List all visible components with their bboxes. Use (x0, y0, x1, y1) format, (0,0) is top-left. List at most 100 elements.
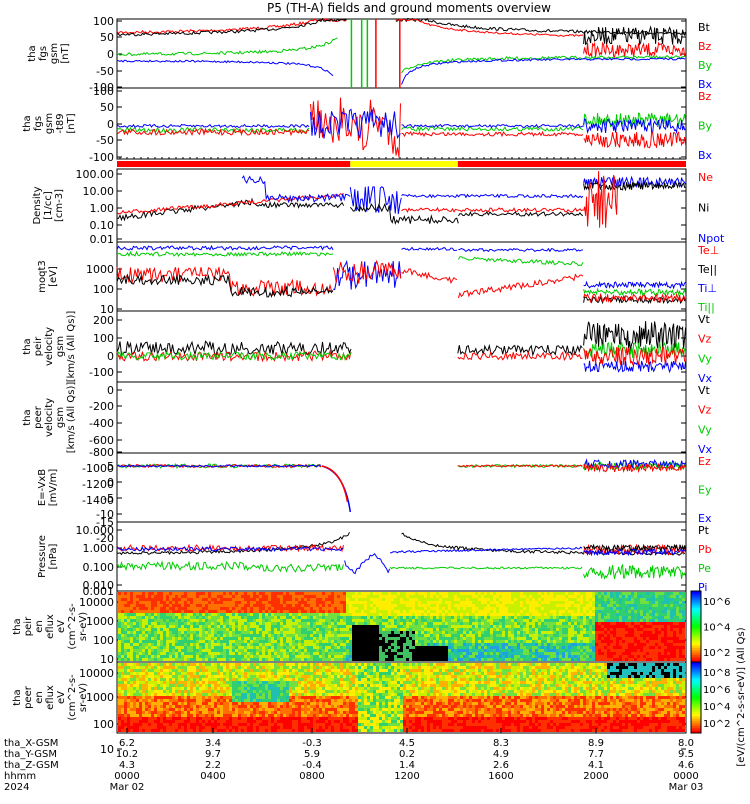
spectro-cell (376, 655, 379, 658)
spectro-cell (400, 607, 403, 610)
spectro-cell (667, 637, 670, 640)
spectro-cell (148, 613, 151, 616)
spectro-cell (631, 655, 634, 658)
spectro-cell (574, 616, 577, 619)
spectro-cell (652, 613, 655, 616)
spectro-cell (124, 681, 127, 684)
spectro-cell (241, 658, 244, 661)
spectro-cell (496, 598, 499, 601)
spectro-cell (313, 643, 316, 646)
spectro-cell (541, 619, 544, 622)
spectro-cell (331, 604, 334, 607)
spectro-cell (430, 604, 433, 607)
spectro-cell (172, 625, 175, 628)
spectro-cell (142, 595, 145, 598)
spectro-cell (571, 622, 574, 625)
spectro-cell (382, 652, 385, 655)
spectro-cell (121, 723, 124, 726)
spectro-cell (280, 652, 283, 655)
spectro-cell (439, 616, 442, 619)
spectro-cell (340, 622, 343, 625)
spectro-cell (553, 616, 556, 619)
spectro-cell (448, 598, 451, 601)
spectro-cell (589, 622, 592, 625)
spectro-cell (340, 613, 343, 616)
spectro-cell (535, 649, 538, 652)
spectro-cell (142, 592, 145, 595)
spectro-cell (142, 604, 145, 607)
spectro-cell (535, 592, 538, 595)
spectro-cell (148, 640, 151, 643)
spectro-cell (130, 672, 133, 675)
spectro-cell (613, 643, 616, 646)
spectro-cell (223, 607, 226, 610)
spectro-cell (364, 625, 367, 628)
spectro-cell (250, 628, 253, 631)
spectro-cell (538, 601, 541, 604)
spectro-cell (580, 595, 583, 598)
spectro-cell (526, 634, 529, 637)
spectro-cell (574, 607, 577, 610)
spectro-cell (391, 613, 394, 616)
spectro-cell (475, 598, 478, 601)
spectro-cell (289, 655, 292, 658)
spectro-cell (193, 658, 196, 661)
spectro-cell (517, 631, 520, 634)
spectro-cell (187, 628, 190, 631)
spectro-cell (502, 640, 505, 643)
spectro-cell (253, 655, 256, 658)
spectro-cell (244, 598, 247, 601)
spectro-cell (655, 649, 658, 652)
spectro-cell (259, 655, 262, 658)
spectro-cell (121, 708, 124, 711)
spectro-cell (535, 595, 538, 598)
spectro-cell (559, 625, 562, 628)
spectro-cell (679, 658, 682, 661)
spectro-cell (238, 637, 241, 640)
spectro-cell (511, 646, 514, 649)
spectro-cell (172, 634, 175, 637)
spectro-cell (595, 622, 598, 625)
spectro-cell (445, 625, 448, 628)
spectro-cell (610, 610, 613, 613)
spectro-cell (211, 649, 214, 652)
spectro-cell (343, 631, 346, 634)
spectro-cell (193, 628, 196, 631)
spectro-cell (487, 613, 490, 616)
spectro-cell (334, 613, 337, 616)
spectro-cell (601, 607, 604, 610)
spectro-cell (565, 604, 568, 607)
spectro-cell (247, 646, 250, 649)
spectro-cell (148, 622, 151, 625)
spectro-cell (223, 613, 226, 616)
spectro-cell (157, 628, 160, 631)
spectro-cell (124, 643, 127, 646)
spectro-cell (547, 625, 550, 628)
spectro-cell (640, 628, 643, 631)
spectro-cell (142, 663, 145, 666)
spectro-cell (499, 610, 502, 613)
spectro-cell (163, 643, 166, 646)
spectro-cell (472, 658, 475, 661)
spectro-cell (190, 637, 193, 640)
spectro-cell (334, 640, 337, 643)
spectro-cell (376, 646, 379, 649)
spectro-cell (190, 619, 193, 622)
mode-bar-fast (350, 161, 458, 167)
spectro-cell (616, 592, 619, 595)
spectro-cell (532, 646, 535, 649)
spectro-cell (256, 637, 259, 640)
spectro-cell (166, 625, 169, 628)
spectro-cell (637, 595, 640, 598)
spectro-cell (160, 649, 163, 652)
spectro-cell (550, 610, 553, 613)
spectro-cell (358, 658, 361, 661)
spectro-cell (640, 637, 643, 640)
spectro-cell (682, 631, 685, 634)
spectro-cell (379, 646, 382, 649)
spectro-cell (610, 628, 613, 631)
spectro-cell (481, 631, 484, 634)
spectro-cell (544, 643, 547, 646)
spectro-cell (580, 616, 583, 619)
spectro-cell (442, 649, 445, 652)
